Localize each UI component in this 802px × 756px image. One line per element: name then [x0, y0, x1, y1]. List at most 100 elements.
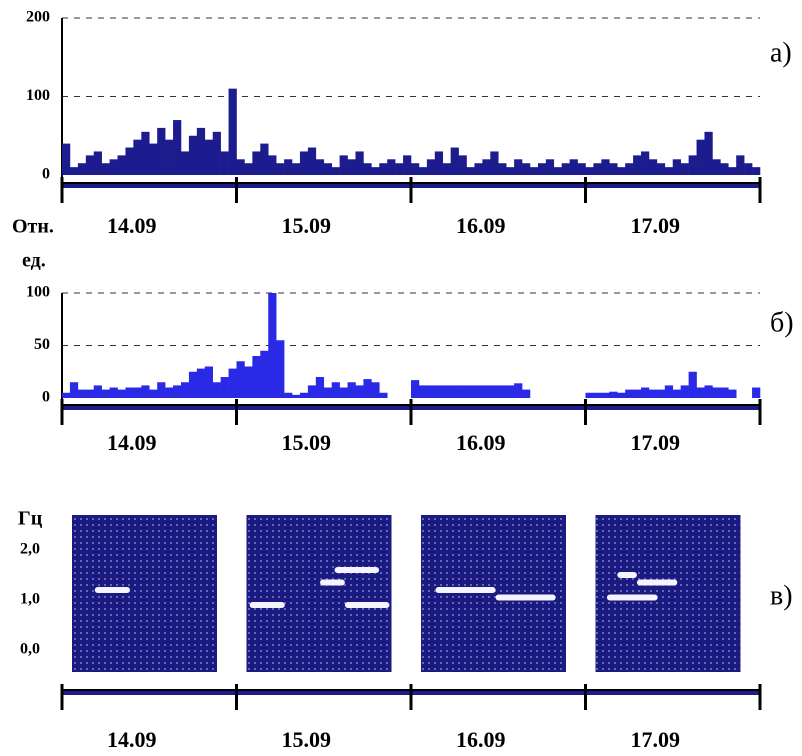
bar — [276, 163, 285, 175]
bar — [125, 387, 134, 398]
bar — [252, 151, 261, 175]
bar — [411, 380, 420, 398]
day-label: 17.09 — [631, 213, 681, 238]
y-tick-label: 100 — [26, 284, 50, 301]
bar — [85, 155, 95, 175]
bar — [609, 391, 618, 398]
bar — [307, 147, 317, 175]
day-label: 14.09 — [107, 430, 157, 455]
y-tick-label: 200 — [26, 9, 50, 26]
bar — [395, 163, 404, 175]
bar — [188, 135, 198, 175]
bar — [458, 385, 467, 398]
bar — [284, 159, 293, 175]
spectral-streak — [320, 579, 345, 586]
spectral-streak — [344, 602, 390, 608]
bar — [561, 163, 570, 175]
bar — [347, 382, 356, 398]
bar — [299, 392, 309, 398]
bar — [744, 163, 753, 175]
bar — [537, 163, 547, 175]
bar — [133, 139, 142, 175]
bar — [347, 159, 356, 175]
spectral-streak — [435, 587, 496, 593]
bar — [339, 387, 348, 398]
spectral-streak — [606, 594, 658, 601]
bar — [426, 159, 436, 175]
y-tick-label: 0 — [42, 389, 50, 406]
bar — [736, 155, 745, 175]
bar — [379, 392, 388, 398]
bar — [625, 389, 634, 398]
bar — [315, 377, 325, 398]
bar — [236, 159, 245, 175]
bar — [474, 385, 483, 398]
bar — [648, 159, 658, 175]
bar — [752, 167, 761, 175]
bar — [593, 163, 602, 175]
bar — [173, 385, 182, 398]
bar — [339, 155, 348, 175]
bar — [165, 139, 174, 175]
bar — [498, 163, 507, 175]
bar — [307, 385, 317, 398]
bar — [704, 131, 713, 175]
bar — [260, 143, 269, 175]
bar — [93, 151, 102, 175]
y-tick-label: 0 — [42, 166, 50, 183]
spectrogram-image — [421, 515, 566, 672]
bar — [474, 163, 483, 175]
bar — [688, 371, 697, 398]
spectral-streak — [636, 579, 678, 586]
bar — [664, 167, 674, 175]
bar — [109, 159, 118, 175]
bar — [244, 366, 253, 398]
bar — [656, 389, 666, 398]
spectral-streak — [94, 587, 130, 593]
bar — [204, 139, 214, 175]
bar — [641, 151, 650, 175]
bar — [522, 163, 531, 175]
bar — [141, 385, 150, 398]
bar — [672, 159, 681, 175]
bar — [77, 389, 87, 398]
bar — [720, 387, 729, 398]
bar — [418, 385, 428, 398]
bar — [292, 163, 301, 175]
bar — [220, 377, 229, 398]
bar — [85, 389, 95, 398]
bar — [165, 387, 174, 398]
day-label: 15.09 — [282, 213, 332, 238]
y-tick-label: 50 — [34, 336, 50, 353]
bar — [466, 385, 475, 398]
bar — [93, 385, 102, 398]
bar — [403, 155, 412, 175]
bar — [260, 350, 269, 398]
bar — [133, 387, 142, 398]
bar — [577, 163, 586, 175]
bar — [117, 389, 126, 398]
bar — [696, 387, 705, 398]
y-tick-label: 100 — [26, 87, 50, 104]
bar — [252, 356, 261, 398]
bar — [522, 389, 531, 398]
bar — [490, 385, 499, 398]
day-label: 17.09 — [631, 430, 681, 455]
spectrogram-image — [246, 515, 392, 672]
bar — [323, 163, 332, 175]
bar — [331, 167, 340, 175]
y-tick-label: 0,0 — [20, 641, 40, 658]
bar — [545, 159, 555, 175]
bar — [506, 167, 515, 175]
bar — [157, 382, 166, 398]
bar — [434, 151, 444, 175]
bar — [688, 155, 697, 175]
bar — [466, 167, 475, 175]
bar — [62, 392, 71, 398]
panel-label: б) — [770, 307, 794, 338]
panel-label: а) — [770, 37, 792, 68]
bar — [355, 151, 364, 175]
day-label: 16.09 — [456, 727, 506, 752]
day-label: 15.09 — [282, 430, 332, 455]
